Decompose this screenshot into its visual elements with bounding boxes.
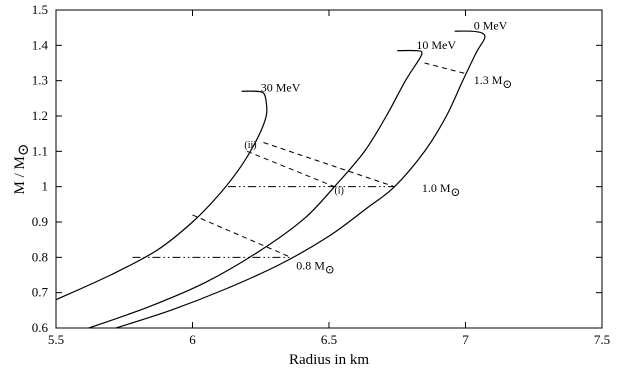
y-axis-title-group: M / M⊙ <box>12 144 32 195</box>
series-line <box>55 90 268 301</box>
annotation-text: 30 MeV <box>261 80 301 94</box>
annotation-label: 1.0 M⊙ <box>422 181 461 199</box>
y-tick-label: 1.2 <box>32 108 48 123</box>
dashed-line <box>424 62 466 75</box>
y-tick-label: 0.8 <box>32 249 48 264</box>
x-tick-label: 6 <box>189 332 196 347</box>
annotation-label: 0.8 M⊙ <box>296 259 335 277</box>
y-axis-title: M / M⊙ <box>12 144 32 195</box>
annotation-text: 0 MeV <box>474 18 508 32</box>
y-tick-label: 1.3 <box>32 73 48 88</box>
annotation-label: (i) <box>334 186 343 197</box>
dashed-line <box>192 214 291 258</box>
annotation-text: (i) <box>334 186 343 197</box>
y-tick-label: 1.4 <box>32 37 49 52</box>
axis-ticks <box>55 9 603 329</box>
y-tick-label: 0.6 <box>32 320 49 335</box>
sun-symbol: ⊙ <box>502 77 512 91</box>
sun-symbol: ⊙ <box>450 185 460 199</box>
y-tick-label: 1.1 <box>32 143 48 158</box>
x-tick-label: 6.5 <box>321 332 337 347</box>
series-curves <box>55 30 486 329</box>
y-tick-labels: 0.6 0.7 0.8 0.9 1 1.1 1.2 1.3 1.4 1.5 <box>32 2 49 335</box>
annotation-label: (ii) <box>244 140 256 151</box>
series-line <box>115 30 486 329</box>
annotation-label: 0 MeV <box>474 18 508 32</box>
annotation-text: 0.8 M <box>296 259 325 273</box>
y-tick-label: 1 <box>42 179 49 194</box>
y-tick-label: 1.5 <box>32 2 48 17</box>
x-tick-label: 7.5 <box>594 332 610 347</box>
y-axis-title-text: M / M <box>12 156 28 194</box>
x-axis-title: Radius in km <box>289 352 369 368</box>
y-tick-label: 0.9 <box>32 214 48 229</box>
sun-symbol: ⊙ <box>16 144 32 157</box>
dashed-line <box>246 150 335 188</box>
annotation-text: 1.0 M <box>422 181 451 195</box>
plot-frame <box>55 9 603 329</box>
annotation-label: 10 MeV <box>416 38 456 52</box>
dashed-line <box>263 142 395 188</box>
annotation-text: 1.3 M <box>474 73 503 87</box>
x-tick-label: 7 <box>462 332 469 347</box>
annotation-label: 30 MeV <box>261 80 301 94</box>
x-tick-label: 5.5 <box>48 332 64 347</box>
sun-symbol: ⊙ <box>325 263 335 277</box>
annotation-text: (ii) <box>244 140 256 151</box>
annotation-text: 10 MeV <box>416 38 456 52</box>
y-tick-label: 0.7 <box>32 285 49 300</box>
reference-lines <box>132 62 466 258</box>
x-tick-labels: 5.5 6 6.5 7 7.5 <box>48 332 610 347</box>
series-line <box>88 49 423 329</box>
annotation-label: 1.3 M⊙ <box>474 73 513 91</box>
